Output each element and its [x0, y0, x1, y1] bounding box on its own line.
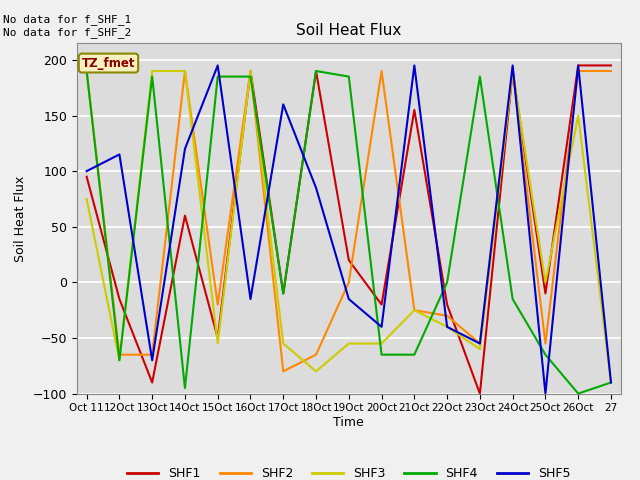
Line: SHF2: SHF2 — [86, 71, 611, 372]
Y-axis label: Soil Heat Flux: Soil Heat Flux — [14, 175, 27, 262]
SHF4 — [181, 385, 189, 391]
SHF1 — [509, 68, 516, 74]
SHF1 — [444, 302, 451, 308]
SHF3 — [410, 307, 418, 313]
SHF2 — [574, 68, 582, 74]
SHF5 — [444, 324, 451, 330]
SHF4 — [509, 296, 516, 302]
Text: TZ_fmet: TZ_fmet — [82, 57, 135, 70]
SHF3 — [116, 357, 124, 363]
SHF5 — [214, 62, 221, 68]
SHF4 — [148, 74, 156, 80]
SHF5 — [116, 152, 124, 157]
Line: SHF1: SHF1 — [86, 65, 611, 394]
SHF5 — [312, 185, 320, 191]
SHF2 — [246, 68, 254, 74]
SHF1 — [214, 335, 221, 341]
SHF3 — [345, 341, 353, 347]
SHF3 — [148, 68, 156, 74]
SHF5 — [476, 341, 484, 347]
SHF5 — [148, 357, 156, 363]
SHF2 — [312, 352, 320, 358]
SHF1 — [181, 213, 189, 218]
SHF4 — [541, 352, 549, 358]
X-axis label: Time: Time — [333, 416, 364, 429]
SHF2 — [116, 352, 124, 358]
SHF2 — [181, 68, 189, 74]
SHF2 — [476, 341, 484, 347]
SHF1 — [246, 68, 254, 74]
Title: Soil Heat Flux: Soil Heat Flux — [296, 23, 401, 38]
SHF3 — [312, 369, 320, 374]
SHF4 — [246, 74, 254, 80]
SHF5 — [83, 168, 90, 174]
SHF2 — [607, 68, 615, 74]
SHF2 — [378, 68, 385, 74]
SHF3 — [574, 113, 582, 119]
SHF3 — [181, 68, 189, 74]
SHF5 — [541, 391, 549, 396]
SHF2 — [214, 302, 221, 308]
Text: No data for f_SHF_1
No data for f_SHF_2: No data for f_SHF_1 No data for f_SHF_2 — [3, 14, 131, 38]
SHF1 — [345, 257, 353, 263]
SHF5 — [607, 380, 615, 385]
SHF2 — [345, 279, 353, 285]
SHF5 — [181, 146, 189, 152]
SHF5 — [574, 62, 582, 68]
SHF5 — [410, 62, 418, 68]
SHF1 — [607, 62, 615, 68]
SHF4 — [312, 68, 320, 74]
SHF1 — [83, 174, 90, 180]
SHF2 — [280, 369, 287, 374]
SHF4 — [345, 74, 353, 80]
Line: SHF3: SHF3 — [86, 71, 611, 383]
SHF4 — [280, 290, 287, 296]
SHF4 — [83, 68, 90, 74]
SHF3 — [444, 324, 451, 330]
SHF2 — [83, 68, 90, 74]
SHF1 — [148, 380, 156, 385]
SHF4 — [410, 352, 418, 358]
SHF1 — [280, 290, 287, 296]
SHF3 — [476, 346, 484, 352]
SHF4 — [444, 279, 451, 285]
SHF2 — [444, 313, 451, 319]
SHF5 — [345, 296, 353, 302]
SHF3 — [246, 68, 254, 74]
SHF4 — [607, 380, 615, 385]
SHF3 — [541, 279, 549, 285]
SHF1 — [574, 62, 582, 68]
SHF4 — [476, 74, 484, 80]
SHF1 — [312, 68, 320, 74]
SHF1 — [541, 290, 549, 296]
SHF1 — [378, 302, 385, 308]
SHF3 — [607, 380, 615, 385]
Line: SHF5: SHF5 — [86, 65, 611, 394]
SHF4 — [214, 74, 221, 80]
SHF4 — [378, 352, 385, 358]
SHF3 — [378, 341, 385, 347]
Legend: SHF1, SHF2, SHF3, SHF4, SHF5: SHF1, SHF2, SHF3, SHF4, SHF5 — [122, 462, 575, 480]
SHF2 — [509, 68, 516, 74]
SHF5 — [280, 101, 287, 107]
SHF1 — [476, 391, 484, 396]
SHF3 — [509, 68, 516, 74]
SHF1 — [116, 296, 124, 302]
SHF3 — [280, 341, 287, 347]
SHF4 — [116, 357, 124, 363]
SHF3 — [214, 341, 221, 347]
Line: SHF4: SHF4 — [86, 71, 611, 394]
SHF2 — [541, 341, 549, 347]
SHF2 — [410, 307, 418, 313]
SHF3 — [83, 196, 90, 202]
SHF1 — [410, 107, 418, 113]
SHF2 — [148, 352, 156, 358]
SHF5 — [509, 62, 516, 68]
SHF5 — [246, 296, 254, 302]
SHF5 — [378, 324, 385, 330]
SHF4 — [574, 391, 582, 396]
